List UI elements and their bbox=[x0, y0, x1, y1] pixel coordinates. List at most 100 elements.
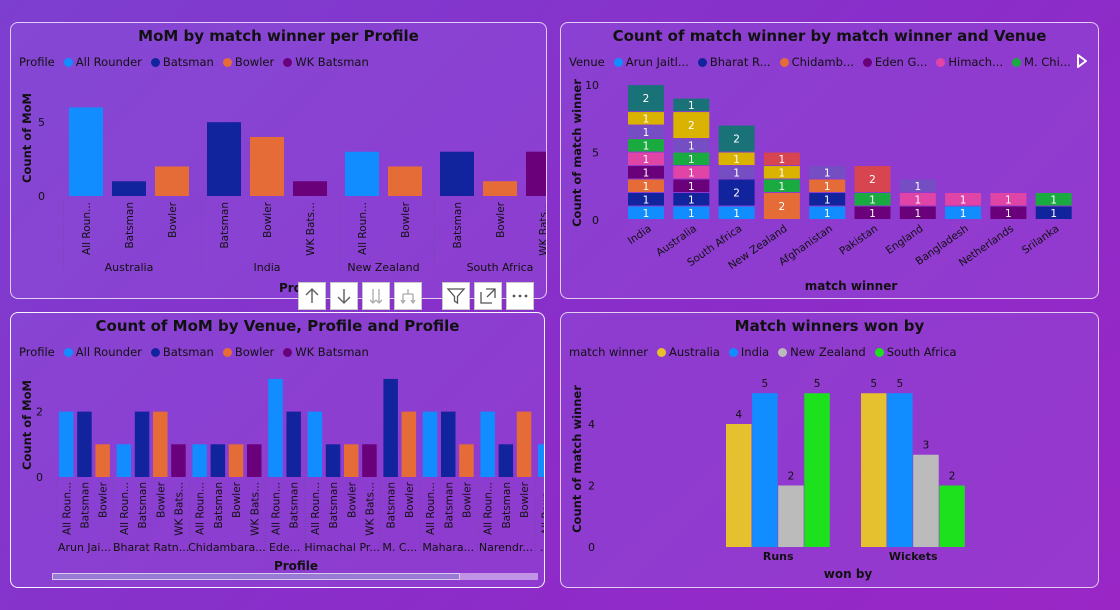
legend-item-wk-batsman[interactable]: WK Batsman bbox=[283, 55, 369, 69]
horizontal-scrollbar[interactable] bbox=[52, 573, 538, 580]
bar-wickets-south-africa[interactable] bbox=[939, 485, 965, 547]
legend-item-bowler[interactable]: Bowler bbox=[222, 55, 274, 69]
bar-ede-batsman[interactable] bbox=[286, 411, 301, 477]
bar-new-zealand-all-roun[interactable] bbox=[345, 151, 379, 196]
stack-segment-afghanistan[interactable] bbox=[809, 179, 846, 193]
stack-segment-india[interactable] bbox=[628, 193, 664, 206]
bar-australia-all-roun[interactable] bbox=[69, 107, 103, 196]
bar-m-c-bowler[interactable] bbox=[401, 411, 417, 477]
bar-india-wk-bats[interactable] bbox=[293, 181, 327, 196]
bar-australia-bowler[interactable] bbox=[155, 166, 189, 196]
stack-segment-afghanistan[interactable] bbox=[809, 193, 846, 206]
bar-himachal-pr-bowler[interactable] bbox=[344, 444, 359, 477]
legend-item-batsman[interactable]: Batsman bbox=[150, 55, 214, 69]
stack-segment-afghanistan[interactable] bbox=[809, 166, 846, 179]
stack-segment-south-africa[interactable] bbox=[718, 125, 755, 152]
stack-segment-new-zealand[interactable] bbox=[763, 193, 800, 219]
legend-next-button[interactable] bbox=[1073, 51, 1091, 71]
legend-item-arun-jaitl[interactable]: Arun Jaitl... bbox=[613, 55, 689, 69]
bar-runs-south-africa[interactable] bbox=[804, 393, 830, 547]
bar-india-bowler[interactable] bbox=[250, 136, 284, 196]
stack-segment-australia[interactable] bbox=[673, 112, 710, 139]
more-options-button[interactable] bbox=[506, 282, 534, 310]
bar-runs-india[interactable] bbox=[752, 393, 778, 547]
clustered-bar-chart[interactable]: 0 2 4 Count of match winner 4 5 2 5 Runs 5 5 3 2 Wick… bbox=[561, 313, 1099, 588]
stack-segment-england[interactable] bbox=[899, 193, 936, 206]
stack-segment-netherlands[interactable] bbox=[990, 193, 1027, 206]
stack-segment-new-zealand[interactable] bbox=[763, 179, 800, 193]
bar-wickets-australia[interactable] bbox=[861, 393, 887, 547]
bar-wickets-new-zealand[interactable] bbox=[913, 454, 939, 547]
bar-narendr-all-roun[interactable] bbox=[480, 411, 495, 477]
bar-bharat-ratn-bowler[interactable] bbox=[153, 411, 168, 477]
stack-segment-pakistan[interactable] bbox=[854, 166, 891, 193]
legend-item-new-zealand[interactable]: New Zealand bbox=[778, 345, 866, 359]
bar-chidambara-wk-bats[interactable] bbox=[247, 444, 262, 477]
drill-down-button[interactable] bbox=[330, 282, 358, 310]
expand-hierarchy-button[interactable] bbox=[394, 282, 422, 310]
bar-bharat-ratn-wk-bats[interactable] bbox=[171, 444, 186, 477]
stack-segment-new-zealand[interactable] bbox=[763, 152, 800, 166]
legend-item-all-rounder[interactable]: All Rounder bbox=[63, 55, 142, 69]
bar-himachal-pr-wk-bats[interactable] bbox=[362, 444, 377, 477]
bar-chidambara-all-roun[interactable] bbox=[192, 444, 207, 477]
stack-segment-pakistan[interactable] bbox=[854, 206, 891, 219]
bar-ede-all-roun[interactable] bbox=[268, 378, 283, 477]
stack-segment-india[interactable] bbox=[628, 85, 664, 112]
legend-item-india[interactable]: India bbox=[728, 345, 769, 359]
stack-segment-india[interactable] bbox=[628, 206, 664, 219]
chart-panel-winner-by-venue[interactable]: Count of match winner by match winner an… bbox=[560, 22, 1099, 299]
bar-south-africa-wk-bats[interactable] bbox=[526, 151, 547, 196]
bar-bharat-ratn-batsman[interactable] bbox=[134, 411, 150, 477]
stack-segment-pakistan[interactable] bbox=[854, 193, 891, 206]
stack-segment-australia[interactable] bbox=[673, 152, 710, 166]
stack-segment-india[interactable] bbox=[628, 112, 664, 125]
stack-segment-india[interactable] bbox=[628, 152, 664, 166]
stack-segment-india[interactable] bbox=[628, 179, 664, 193]
stack-segment-bangladesh[interactable] bbox=[945, 193, 982, 206]
bar-new-zealand-bowler[interactable] bbox=[388, 166, 422, 196]
stack-segment-australia[interactable] bbox=[673, 206, 710, 219]
stack-segment-new-zealand[interactable] bbox=[763, 166, 800, 179]
focus-mode-button[interactable] bbox=[474, 282, 502, 310]
stack-segment-south-africa[interactable] bbox=[718, 206, 755, 219]
bar-chidambara-bowler[interactable] bbox=[228, 444, 244, 477]
legend-item-australia[interactable]: Australia bbox=[657, 345, 720, 359]
go-to-next-level-button[interactable] bbox=[362, 282, 390, 310]
bar-runs-australia[interactable] bbox=[726, 423, 752, 547]
stack-segment-south-africa[interactable] bbox=[718, 152, 755, 166]
stack-segment-india[interactable] bbox=[628, 139, 664, 152]
bar-arun-jai-bowler[interactable] bbox=[95, 444, 110, 477]
bar-himachal-pr-batsman[interactable] bbox=[325, 444, 341, 477]
stack-segment-england[interactable] bbox=[899, 206, 936, 219]
bar-south-africa-batsman[interactable] bbox=[440, 151, 474, 196]
bar-india-batsman[interactable] bbox=[207, 122, 241, 196]
legend-item-bharat-r[interactable]: Bharat R... bbox=[697, 55, 771, 69]
stack-segment-south-africa[interactable] bbox=[718, 166, 755, 179]
bar-wickets-india[interactable] bbox=[887, 393, 913, 547]
stack-segment-australia[interactable] bbox=[673, 98, 710, 112]
stack-segment-india[interactable] bbox=[628, 166, 664, 179]
stack-segment-australia[interactable] bbox=[673, 166, 710, 179]
bar-narendr-batsman[interactable] bbox=[498, 444, 514, 477]
bar--all-roun[interactable] bbox=[538, 444, 545, 477]
scrollbar-thumb[interactable] bbox=[52, 573, 460, 580]
bar-chidambara-batsman[interactable] bbox=[210, 444, 226, 477]
legend-item-m-chi[interactable]: M. Chi... bbox=[1012, 55, 1071, 69]
stack-segment-england[interactable] bbox=[899, 179, 936, 193]
bar-arun-jai-all-roun[interactable] bbox=[59, 411, 74, 477]
bar-mahara-bowler[interactable] bbox=[459, 444, 474, 477]
legend-item-all-rounder[interactable]: All Rounder bbox=[63, 345, 142, 359]
stack-segment-australia[interactable] bbox=[673, 139, 710, 152]
bar-arun-jai-batsman[interactable] bbox=[77, 411, 92, 477]
bar-mahara-all-roun[interactable] bbox=[422, 411, 438, 477]
stack-segment-afghanistan[interactable] bbox=[809, 206, 846, 219]
stack-segment-bangladesh[interactable] bbox=[945, 206, 982, 219]
bar-australia-batsman[interactable] bbox=[112, 181, 146, 196]
drill-up-button[interactable] bbox=[298, 282, 326, 310]
filter-button[interactable] bbox=[442, 282, 470, 310]
legend-item-chidamb[interactable]: Chidamb... bbox=[779, 55, 854, 69]
bar-mahara-batsman[interactable] bbox=[441, 411, 456, 477]
